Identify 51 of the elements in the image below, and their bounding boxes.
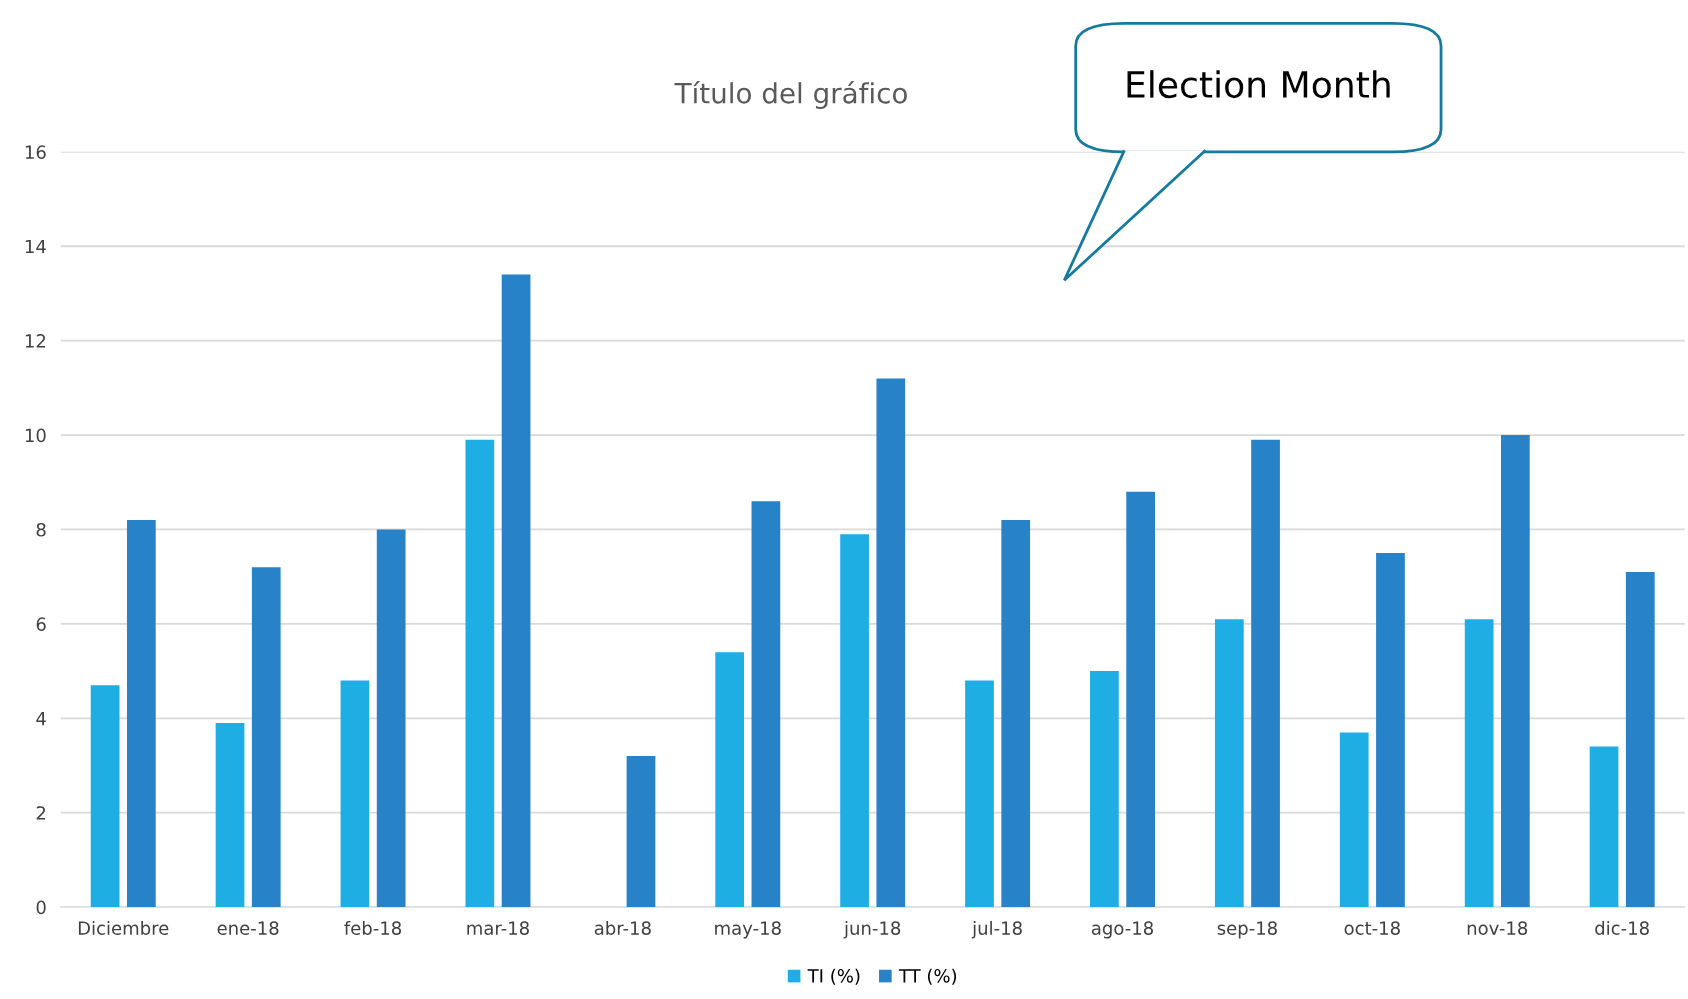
- y-tick-label: 16: [25, 145, 46, 159]
- y-tick-label: 12: [25, 334, 46, 348]
- legend-label: TI (%): [807, 968, 860, 985]
- bar: [1376, 553, 1405, 908]
- bar: [1625, 571, 1655, 908]
- x-tick-label: feb-18: [344, 920, 402, 935]
- bar: [715, 652, 745, 908]
- x-tick-label: Diciembre: [78, 920, 169, 935]
- x-tick-label: nov-18: [1467, 921, 1528, 935]
- bar: [626, 756, 656, 908]
- y-tick-label: 10: [25, 428, 46, 443]
- x-tick-label: may-18: [715, 921, 781, 939]
- bar: [340, 680, 370, 908]
- bar: [751, 501, 781, 908]
- chart-title: Título del gráfico: [674, 81, 907, 110]
- bar: [965, 680, 994, 908]
- bar: [126, 520, 156, 908]
- bar: [876, 378, 906, 908]
- bar: [1339, 732, 1369, 908]
- y-tick-label: 4: [36, 711, 46, 726]
- bar: [501, 274, 531, 908]
- x-tick-label: mar-18: [467, 921, 529, 935]
- bar: [840, 534, 869, 908]
- bar: [1214, 619, 1244, 908]
- bar: [1090, 671, 1119, 908]
- x-tick-label: jun-18: [843, 920, 901, 939]
- y-tick-label: 2: [36, 806, 46, 820]
- bar: [90, 685, 120, 908]
- bar: [251, 567, 281, 908]
- bar: [215, 723, 245, 908]
- bar: [1251, 439, 1280, 908]
- y-tick-label: 6: [36, 617, 46, 631]
- x-tick-label: abr-18: [594, 920, 651, 935]
- y-tick-label: 8: [36, 522, 46, 537]
- x-tick-label: jul-18: [971, 920, 1022, 939]
- x-tick-label: dic-18: [1595, 920, 1649, 935]
- bar: [465, 439, 495, 908]
- x-tick-label: sep-18: [1217, 921, 1277, 939]
- bar: [376, 529, 406, 908]
- text: Election Month: [1127, 70, 1390, 99]
- y-tick-label: 14: [25, 239, 46, 254]
- bar: [1464, 619, 1494, 908]
- bar: [1501, 435, 1530, 908]
- legend-label: TT (%): [898, 968, 957, 985]
- y-tick-label: 0: [36, 900, 46, 915]
- bar: [1126, 491, 1155, 908]
- bar: [1001, 520, 1031, 908]
- x-tick-label: ene-18: [217, 921, 279, 935]
- bar: [1589, 746, 1619, 908]
- x-tick-label: oct-18: [1344, 921, 1400, 935]
- x-tick-label: ago-18: [1091, 921, 1153, 939]
